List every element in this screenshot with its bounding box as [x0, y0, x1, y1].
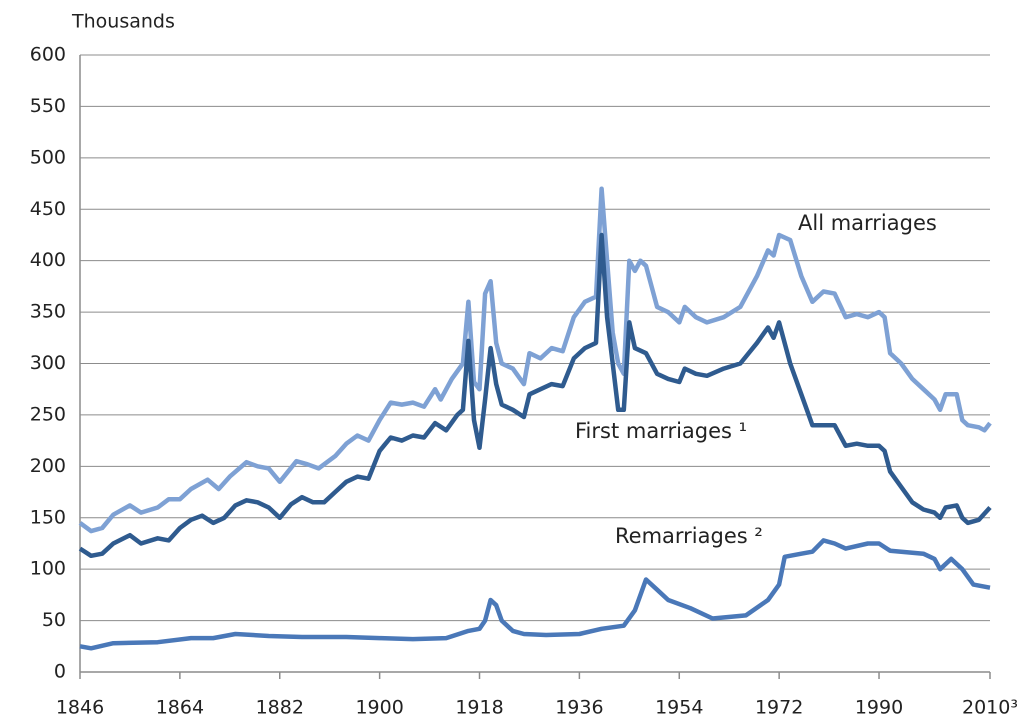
x-tick-label: 1900	[355, 697, 403, 719]
line	[79, 538, 991, 651]
y-tick-label: 50	[42, 609, 66, 631]
x-tick-label: 1936	[555, 697, 603, 719]
x-tick-label: 2010³	[962, 697, 1018, 719]
y-tick-label: 150	[30, 506, 66, 528]
y-tick-label: 550	[30, 95, 66, 117]
y-tick-label: 400	[30, 249, 66, 271]
line	[78, 186, 992, 534]
y-tick-label: 250	[30, 403, 66, 425]
y-tick-label: 350	[30, 301, 66, 323]
y-tick-label: 0	[54, 661, 66, 683]
y-tick-label: 200	[30, 455, 66, 477]
y-tick-label: 100	[30, 558, 66, 580]
x-tick-label: 1954	[655, 697, 703, 719]
y-tick-label: 450	[30, 198, 66, 220]
x-tick-label: 1864	[156, 697, 204, 719]
line	[78, 232, 992, 559]
x-tick-label: 1918	[455, 697, 503, 719]
y-tick-label: 600	[30, 44, 66, 66]
y-tick-label: 500	[30, 146, 66, 168]
x-tick-label: 1990	[855, 697, 903, 719]
series-label: Remarriages ²	[615, 524, 763, 548]
y-tick-label: 300	[30, 352, 66, 374]
x-tick-label: 1972	[755, 697, 803, 719]
series-label: All marriages	[798, 211, 937, 235]
x-tick-label: 1846	[56, 697, 104, 719]
y-axis-label: Thousands	[71, 11, 175, 33]
series-label: First marriages ¹	[575, 419, 747, 443]
x-tick-label: 1882	[256, 697, 304, 719]
